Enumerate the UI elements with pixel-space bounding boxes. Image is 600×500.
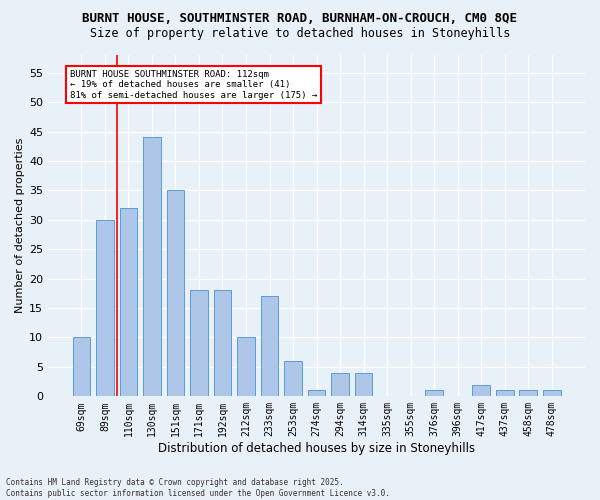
X-axis label: Distribution of detached houses by size in Stoneyhills: Distribution of detached houses by size … (158, 442, 475, 455)
Bar (520, 390, 537, 396)
Bar (167, 190, 184, 396)
Bar (214, 290, 232, 397)
Bar (425, 390, 443, 396)
Bar (496, 390, 514, 396)
Text: BURNT HOUSE SOUTHMINSTER ROAD: 112sqm
← 19% of detached houses are smaller (41)
: BURNT HOUSE SOUTHMINSTER ROAD: 112sqm ← … (70, 70, 317, 100)
Bar (543, 390, 560, 396)
Bar (355, 373, 373, 396)
Text: Size of property relative to detached houses in Stoneyhills: Size of property relative to detached ho… (90, 28, 510, 40)
Y-axis label: Number of detached properties: Number of detached properties (15, 138, 25, 314)
Bar (119, 208, 137, 396)
Bar (190, 290, 208, 397)
Bar (472, 384, 490, 396)
Bar (73, 338, 90, 396)
Bar (308, 390, 325, 396)
Bar (284, 361, 302, 396)
Bar (237, 338, 255, 396)
Bar (331, 373, 349, 396)
Text: Contains HM Land Registry data © Crown copyright and database right 2025.
Contai: Contains HM Land Registry data © Crown c… (6, 478, 390, 498)
Bar (261, 296, 278, 396)
Bar (96, 220, 114, 396)
Text: BURNT HOUSE, SOUTHMINSTER ROAD, BURNHAM-ON-CROUCH, CM0 8QE: BURNT HOUSE, SOUTHMINSTER ROAD, BURNHAM-… (83, 12, 517, 26)
Bar (143, 138, 161, 396)
